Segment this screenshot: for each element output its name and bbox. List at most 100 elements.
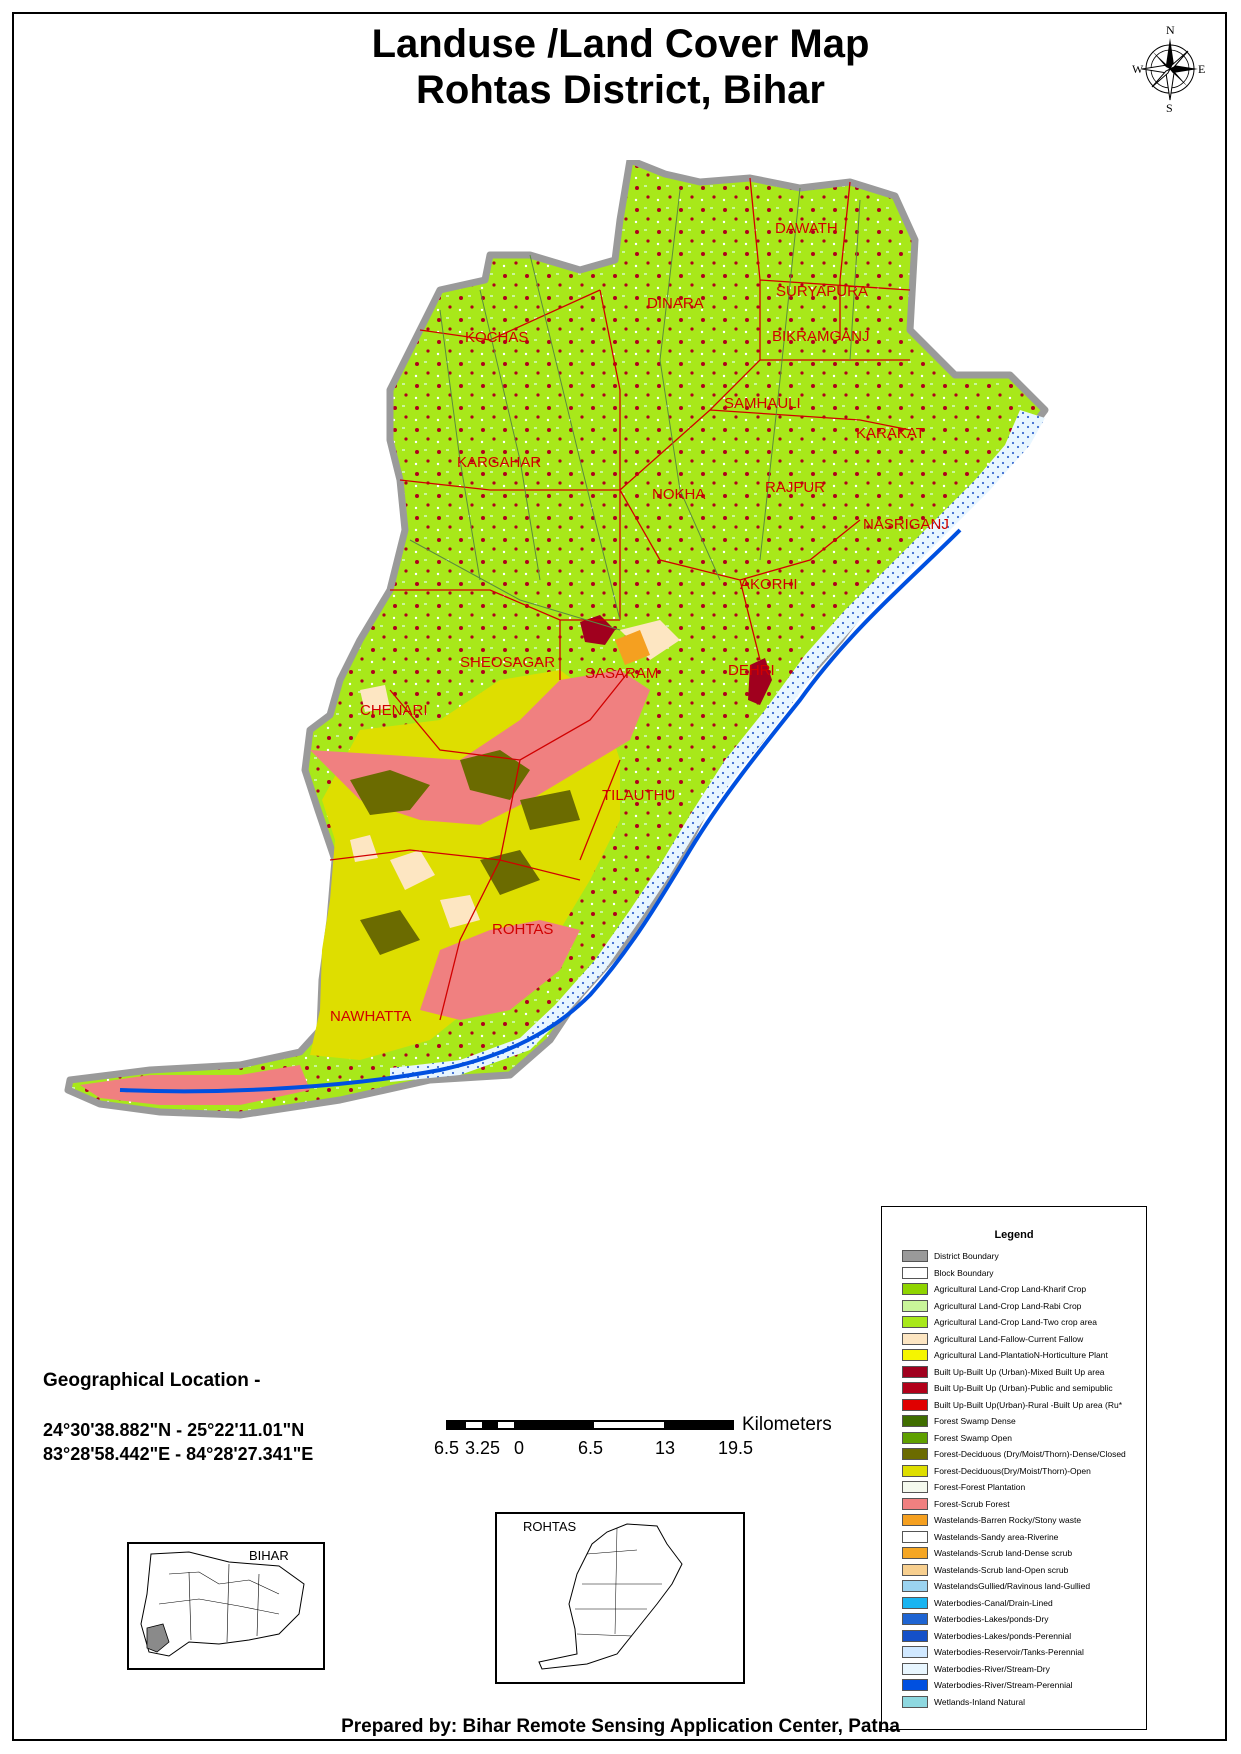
legend-item-label: Waterbodies-Canal/Drain-Lined xyxy=(934,1597,1053,1608)
legend-item: Agricultural Land-Fallow-Current Fallow xyxy=(902,1332,1083,1346)
legend-item: Waterbodies-Canal/Drain-Lined xyxy=(902,1596,1053,1610)
landuse-map: DAWATH DINARA SURYAPURA KOCHAS BIKRAMGAN… xyxy=(64,160,1049,1119)
scale-unit: Kilometers xyxy=(742,1414,832,1435)
legend-item-label: Agricultural Land-PlantatioN-Horticultur… xyxy=(934,1350,1108,1360)
geo-latitude: 24°30'38.882"N - 25°22'11.01"N xyxy=(43,1420,305,1440)
drainage-lines xyxy=(409,187,861,631)
inset-rohtas: ROHTAS xyxy=(495,1512,745,1684)
compass-e: E xyxy=(1198,62,1205,76)
block-label-akorhi: AKORHI xyxy=(740,576,798,593)
legend-item: Waterbodies-Lakes/ponds-Dry xyxy=(902,1612,1048,1626)
legend-swatch xyxy=(902,1382,928,1394)
legend-swatch xyxy=(902,1514,928,1526)
legend-item: Block Boundary xyxy=(902,1266,994,1280)
block-label-nawhatta: NAWHATTA xyxy=(330,1008,411,1025)
built-up-sasaram xyxy=(580,615,615,645)
legend-swatch xyxy=(902,1448,928,1460)
block-label-kochas: KOCHAS xyxy=(465,329,528,346)
barren-rocky xyxy=(615,630,650,665)
legend-swatch xyxy=(902,1316,928,1328)
legend-swatch xyxy=(902,1431,928,1444)
block-label-sheosagar: SHEOSAGAR xyxy=(460,654,555,671)
block-label-tilauthu: TILAUTHU xyxy=(602,787,675,804)
legend-swatch xyxy=(902,1662,928,1675)
compass-s: S xyxy=(1166,101,1173,114)
legend-title: Legend xyxy=(994,1229,1034,1241)
legend-swatch xyxy=(902,1250,928,1262)
legend-item-label: WastelandsGullied/Ravinous land-Gullied xyxy=(934,1581,1091,1591)
legend-item-label: Agricultural Land-Crop Land-Rabi Crop xyxy=(934,1300,1082,1311)
legend-item: Waterbodies-Lakes/ponds-Perennial xyxy=(902,1629,1071,1643)
legend-swatch xyxy=(902,1497,928,1510)
block-label-dinara: DINARA xyxy=(647,295,704,312)
legend-swatch xyxy=(902,1646,928,1658)
legend-item-label: Waterbodies-River/Stream-Perennial xyxy=(934,1680,1073,1690)
legend-swatch xyxy=(902,1365,928,1378)
legend-item-label: Wastelands-Scrub land-Dense scrub xyxy=(934,1548,1073,1558)
north-arrow-icon: N S W E xyxy=(1132,23,1205,114)
compass-w: W xyxy=(1132,62,1144,76)
map-title-line2: Rohtas District, Bihar xyxy=(416,68,825,112)
legend-swatch xyxy=(902,1547,928,1559)
legend-swatch xyxy=(902,1563,928,1576)
legend-swatch xyxy=(902,1629,928,1642)
block-label-kargahar: KARGAHAR xyxy=(457,454,541,471)
legend-item: Built Up-Built Up (Urban)-Mixed Built Up… xyxy=(902,1365,1105,1379)
forest-dense-patches xyxy=(350,750,580,955)
map-title-line1: Landuse /Land Cover Map xyxy=(371,22,870,66)
legend-swatch xyxy=(902,1266,928,1279)
block-label-suryapura: SURYAPURA xyxy=(776,283,868,300)
legend-item-label: Wastelands-Barren Rocky/Stony waste xyxy=(934,1515,1082,1525)
block-label-dawath: DAWATH xyxy=(775,220,838,237)
block-label-nokha: NOKHA xyxy=(652,486,705,503)
legend-item: Agricultural Land-Crop Land-Rabi Crop xyxy=(902,1299,1081,1313)
legend-swatch xyxy=(902,1415,928,1427)
legend-item: WastelandsGullied/Ravinous land-Gullied xyxy=(902,1579,1090,1593)
block-label-sasaram: SASARAM xyxy=(585,665,658,682)
legend-swatch xyxy=(902,1398,928,1411)
built-up-dehri xyxy=(748,658,772,705)
legend-swatch xyxy=(902,1283,928,1295)
geo-longitude: 83°28'58.442"E - 84°28'27.341"E xyxy=(43,1444,314,1464)
block-label-nasriganj: NASRIGANJ xyxy=(863,516,949,533)
legend-item-label: Agricultural Land-Crop Land-Two crop are… xyxy=(934,1317,1098,1327)
legend-item-label: Forest-Deciduous(Dry/Moist/Thorn)-Open xyxy=(934,1465,1091,1476)
legend-item-label: District Boundary xyxy=(934,1251,999,1261)
block-label-rohtas: ROHTAS xyxy=(492,921,553,938)
legend-swatch xyxy=(902,1332,928,1345)
legend-item-label: Forest-Forest Plantation xyxy=(934,1482,1026,1492)
legend-item-label: Agricultural Land-Fallow-Current Fallow xyxy=(934,1333,1084,1344)
block-label-bikramganj: BIKRAMGANJ xyxy=(772,328,870,345)
block-label-samhauli: SAMHAULI xyxy=(724,395,801,412)
legend-item: Wastelands-Scrub land-Dense scrub xyxy=(902,1546,1072,1560)
block-label-chenari: CHENARI xyxy=(360,702,428,719)
legend-box: Legend District Boundary Block Boundary Ag… xyxy=(881,1206,1147,1730)
legend-item-label: Built Up-Built Up (Urban)-Mixed Built Up… xyxy=(934,1366,1105,1377)
legend-item-label: Forest-Deciduous (Dry/Moist/Thorn)-Dense… xyxy=(934,1449,1126,1459)
legend-item: Agricultural Land-Crop Land-Two crop are… xyxy=(902,1315,1097,1329)
inset-bihar-label: BIHAR xyxy=(249,1548,289,1563)
scale-tick-3: 0 xyxy=(514,1438,525,1458)
scale-bar xyxy=(446,1420,734,1430)
legend-swatch xyxy=(902,1481,928,1493)
block-label-dehri: DEHRI xyxy=(728,662,775,679)
legend-item-label: Waterbodies-Reservoir/Tanks-Perennial xyxy=(934,1647,1084,1657)
legend-item: Agricultural Land-Crop Land-Kharif Crop xyxy=(902,1282,1086,1296)
geo-location-heading: Geographical Location - xyxy=(43,1370,261,1391)
legend-item: Forest Swamp Open xyxy=(902,1431,1012,1445)
legend-item: Wastelands-Scrub land-Open scrub xyxy=(902,1563,1068,1577)
block-label-rajpur: RAJPUR xyxy=(765,479,825,496)
legend-item: Waterbodies-River/Stream-Dry xyxy=(902,1662,1050,1676)
legend-item: Built Up-Built Up(Urban)-Rural -Built Up… xyxy=(902,1398,1122,1412)
legend-swatch xyxy=(902,1349,928,1361)
son-river-channel xyxy=(119,528,962,1094)
legend-swatch xyxy=(902,1299,928,1312)
inset-rohtas-map xyxy=(538,1523,683,1670)
scale-tick-5: 13 xyxy=(655,1438,676,1458)
inset-rohtas-label: ROHTAS xyxy=(523,1519,577,1534)
legend-swatch xyxy=(902,1530,928,1543)
legend-swatch xyxy=(902,1596,928,1609)
legend-item-label: Forest Swamp Open xyxy=(934,1432,1012,1443)
son-river-sand xyxy=(390,410,1045,1082)
footer-credit: Prepared by: Bihar Remote Sensing Applic… xyxy=(341,1716,900,1737)
